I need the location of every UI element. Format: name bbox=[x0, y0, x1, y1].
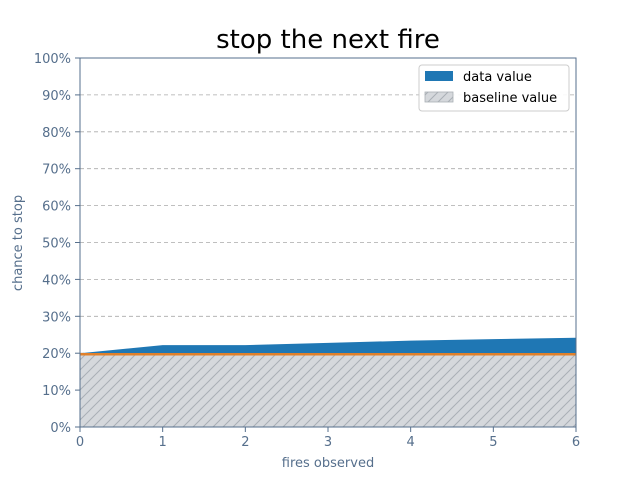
y-tick-label: 10% bbox=[42, 384, 71, 399]
legend-box bbox=[418, 64, 570, 112]
y-axis-label: chance to stop bbox=[11, 195, 26, 291]
y-tick-label: 20% bbox=[42, 347, 71, 362]
x-tick-label: 5 bbox=[489, 435, 497, 450]
x-tick-label: 4 bbox=[407, 435, 415, 450]
chart-title: stop the next fire bbox=[216, 25, 440, 55]
x-tick-label: 6 bbox=[572, 435, 580, 450]
x-axis-ticks: 0 1 2 3 4 5 6 bbox=[76, 427, 580, 450]
x-tick-label: 3 bbox=[324, 435, 332, 450]
y-tick-label: 0% bbox=[50, 421, 71, 436]
legend: data value baseline value bbox=[418, 64, 570, 112]
legend-swatch-baseline-value bbox=[424, 91, 454, 103]
y-tick-label: 90% bbox=[42, 89, 71, 104]
legend-swatch-data-value bbox=[425, 71, 453, 81]
y-tick-label: 30% bbox=[42, 310, 71, 325]
y-tick-label: 40% bbox=[42, 273, 71, 288]
y-tick-label: 50% bbox=[42, 237, 71, 252]
x-tick-label: 1 bbox=[159, 435, 167, 450]
y-axis-ticks: 0% 10% 20% 30% 40% 50% 60% 70% 80% 90% 100% bbox=[34, 52, 80, 436]
y-tick-label: 60% bbox=[42, 200, 71, 215]
legend-label-baseline-value: baseline value bbox=[463, 91, 557, 106]
plot-areas bbox=[80, 337, 576, 427]
baseline-value-area bbox=[80, 353, 576, 427]
x-tick-label: 0 bbox=[76, 435, 84, 450]
y-tick-label: 70% bbox=[42, 163, 71, 178]
y-tick-label: 100% bbox=[34, 52, 71, 67]
data-value-area bbox=[80, 337, 576, 354]
x-tick-label: 2 bbox=[241, 435, 249, 450]
y-tick-label: 80% bbox=[42, 126, 71, 141]
legend-label-data-value: data value bbox=[463, 70, 532, 85]
x-axis-label: fires observed bbox=[282, 456, 374, 471]
